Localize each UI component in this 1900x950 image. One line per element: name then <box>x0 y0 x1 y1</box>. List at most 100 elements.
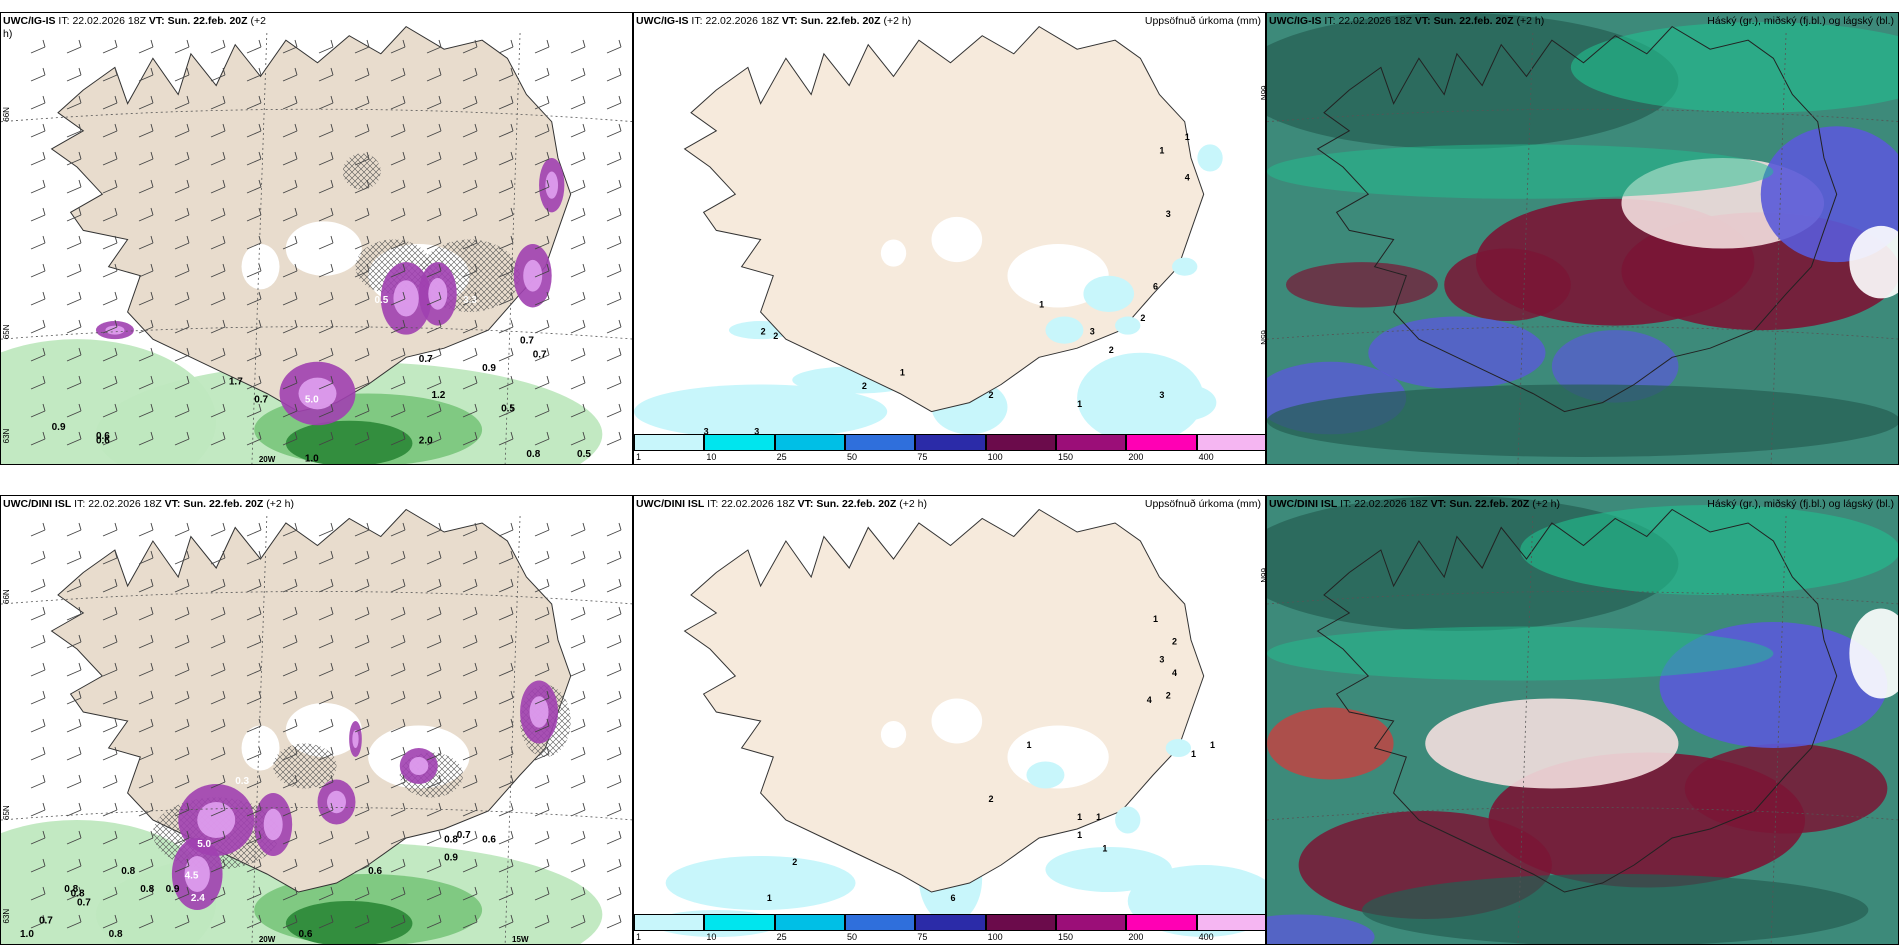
lat-label: 66N <box>1259 568 1266 583</box>
wind-barb <box>102 67 118 82</box>
wind-barb <box>498 718 514 733</box>
value-label: 1 <box>1102 844 1107 854</box>
wind-barb <box>246 319 262 334</box>
wind-barb <box>30 634 46 649</box>
wind-barb <box>426 95 442 110</box>
wind-barb <box>498 746 514 761</box>
iceland-coast <box>1316 508 1838 893</box>
wind-barb <box>246 774 262 789</box>
wind-barb <box>246 95 262 110</box>
value-label: 1 <box>767 893 772 903</box>
cloud-layer <box>1368 316 1546 389</box>
wind-barb <box>390 123 406 138</box>
cloud-layer <box>1760 126 1898 263</box>
wind-barb <box>66 774 82 789</box>
wind-barb <box>66 151 82 166</box>
wind-barb <box>66 375 82 390</box>
wind-barb <box>30 207 46 222</box>
wind-barb <box>138 403 154 418</box>
value-label: 0.9 <box>482 363 496 374</box>
wind-barb <box>282 179 298 194</box>
latitude-line <box>1267 807 1898 821</box>
wind-barb <box>426 802 442 817</box>
wind-barb <box>102 802 118 817</box>
colorbar-cell <box>845 434 916 451</box>
wind-barb <box>246 179 262 194</box>
wind-barb <box>462 830 478 845</box>
wind-barb <box>570 39 586 54</box>
wind-barb <box>570 403 586 418</box>
wind-barb <box>318 522 334 537</box>
wind-barb <box>462 263 478 278</box>
wind-barb <box>174 319 190 334</box>
precip-shade <box>285 901 413 944</box>
wind-barb <box>174 235 190 250</box>
value-label: 2.4 <box>191 893 205 904</box>
wind-barb <box>534 207 550 222</box>
wind-barb <box>66 235 82 250</box>
wind-barb <box>246 886 262 901</box>
wind-barb <box>174 662 190 677</box>
wind-barb <box>570 431 586 446</box>
wind-barb <box>102 662 118 677</box>
wind-barb <box>30 403 46 418</box>
wind-barb <box>462 291 478 306</box>
value-label: 0.6 <box>368 866 382 877</box>
wind-barb <box>354 347 370 362</box>
colorbar-tick: 50 <box>847 452 858 462</box>
wind-barb <box>570 123 586 138</box>
iceland-land <box>683 508 1205 893</box>
wind-barb <box>138 718 154 733</box>
wind-barb <box>390 235 406 250</box>
wind-barb <box>534 718 550 733</box>
wind-barb <box>570 67 586 82</box>
wind-barb <box>462 95 478 110</box>
value-label: 1 <box>1153 614 1158 624</box>
wind-barb <box>210 690 226 705</box>
wind-barb <box>282 403 298 418</box>
longitude-line <box>1517 515 1534 944</box>
wind-barb <box>534 235 550 250</box>
wind-barb <box>354 123 370 138</box>
wind-barb <box>498 67 514 82</box>
wind-barb <box>462 858 478 873</box>
wind-barb <box>570 291 586 306</box>
value-label: 0.7 <box>419 354 433 365</box>
value-label: 1 <box>1077 830 1082 840</box>
colorbar-tick: 1 <box>636 452 642 462</box>
wind-barb <box>606 914 622 929</box>
wind-barb <box>534 319 550 334</box>
wind-barb <box>498 578 514 593</box>
wind-barb <box>570 95 586 110</box>
precip-cell-core <box>184 856 210 892</box>
value-label: 0.7 <box>520 336 534 347</box>
wind-barb <box>534 634 550 649</box>
panel-r2-precip: UWC/DINI ISL IT: 22.02.2026 18Z VT: Sun.… <box>633 495 1266 945</box>
wind-barb <box>210 522 226 537</box>
wind-barb <box>30 123 46 138</box>
wind-barb <box>498 263 514 278</box>
wind-barb <box>534 830 550 845</box>
wind-barb <box>138 662 154 677</box>
wind-barb <box>498 522 514 537</box>
wind-barb <box>606 634 622 649</box>
wind-barb <box>138 347 154 362</box>
wind-barb <box>426 886 442 901</box>
wind-barb <box>246 347 262 362</box>
wind-barb <box>66 179 82 194</box>
precip-cell-core <box>529 696 549 728</box>
value-label: 3 <box>704 426 709 436</box>
wind-barb <box>354 431 370 446</box>
wind-barb <box>534 606 550 621</box>
value-label: 1.7 <box>229 376 243 387</box>
wind-barb <box>174 914 190 929</box>
wind-barb <box>390 39 406 54</box>
wind-barb <box>570 151 586 166</box>
value-label: 1 <box>1185 132 1190 142</box>
precip-area <box>1115 806 1141 834</box>
wind-barb <box>390 606 406 621</box>
wind-barb <box>66 578 82 593</box>
colorbar-cell <box>774 914 845 931</box>
